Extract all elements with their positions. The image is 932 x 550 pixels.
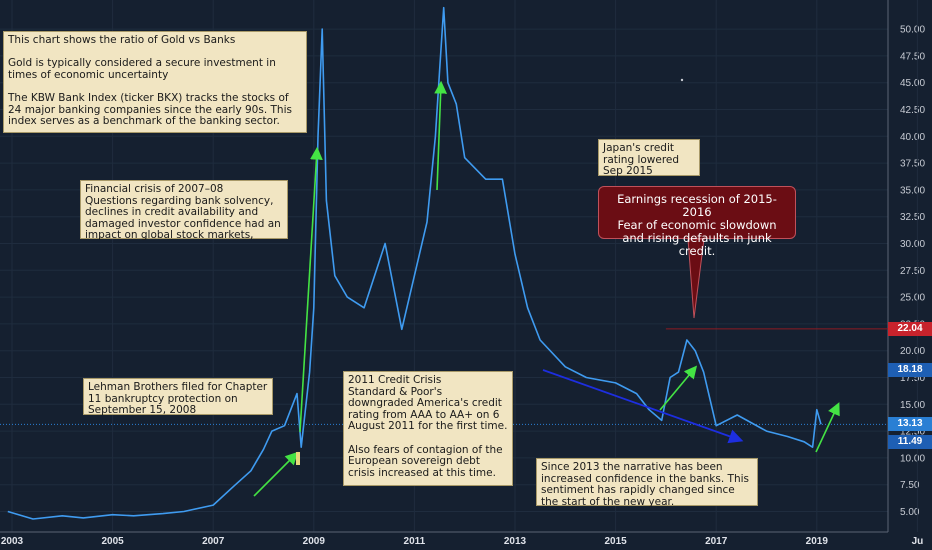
y-tick-label: 10.00 — [900, 453, 925, 464]
y-tick-label: 15.00 — [900, 400, 925, 411]
green-trend-arrow — [815, 402, 840, 453]
price-tag: 22.04 — [888, 321, 932, 336]
y-tick-label: 27.50 — [900, 266, 925, 277]
x-tick-label: 2015 — [604, 536, 627, 547]
green-trend-arrow — [434, 80, 448, 191]
y-tick-label: 37.50 — [900, 159, 925, 170]
x-tick-label: 2019 — [806, 536, 829, 547]
green-trend-arrow — [659, 365, 698, 411]
y-tick-label: 25.00 — [900, 293, 925, 304]
lehman-note: Lehman Brothers filed for Chapter 11 ban… — [83, 378, 273, 416]
x-tick-label: 2003 — [1, 536, 24, 547]
x-tick-label: 2013 — [504, 536, 527, 547]
y-tick-label: 5.00 — [900, 507, 920, 518]
ratio-series-line — [7, 6, 822, 520]
x-tick-label: 2011 — [404, 536, 426, 547]
blue-trend-arrow — [542, 369, 744, 444]
marker-highlight — [296, 452, 300, 465]
y-tick-label: 47.50 — [900, 51, 925, 62]
y-tick-label: 17.50 — [900, 373, 925, 384]
y-tick-label: 42.50 — [900, 105, 925, 116]
y-tick-label: 50.00 — [900, 25, 925, 36]
x-tick-label: Ju — [912, 536, 924, 547]
x-tick-label: 2017 — [705, 536, 728, 547]
price-tag: 11.49 — [888, 434, 932, 449]
narrative-note: Since 2013 the narrative has been increa… — [536, 458, 758, 508]
y-tick-label: 12.50 — [900, 427, 925, 438]
intro-note: This chart shows the ratio of Gold vs Ba… — [3, 31, 307, 133]
stray-dot — [680, 78, 684, 82]
y-tick-label: 30.00 — [900, 239, 925, 250]
y-tick-label: 45.00 — [900, 78, 925, 89]
financial-crisis-note: Financial crisis of 2007–08 Questions re… — [80, 180, 288, 241]
price-tag: 13.13 — [888, 417, 932, 432]
green-trend-arrow — [253, 451, 299, 497]
green-trend-arrow — [299, 146, 323, 433]
y-tick-label: 20.00 — [900, 346, 925, 357]
price-tag: 18.18 — [888, 363, 932, 378]
callout-pointer — [687, 238, 705, 319]
x-tick-label: 2007 — [202, 536, 225, 547]
credit-crisis-note: 2011 Credit Crisis Standard & Poor's dow… — [343, 371, 513, 486]
x-tick-label: 2009 — [303, 536, 326, 547]
japan-rating-note: Japan's credit rating lowered Sep 2015 — [598, 139, 700, 177]
y-tick-label: 35.00 — [900, 185, 925, 196]
earnings-recession-callout: Earnings recession of 2015-2016 Fear of … — [598, 186, 796, 258]
x-tick-label: 2005 — [101, 536, 124, 547]
y-tick-label: 40.00 — [900, 132, 925, 143]
y-tick-label: 32.50 — [900, 212, 925, 223]
y-tick-label: 7.50 — [900, 480, 920, 491]
